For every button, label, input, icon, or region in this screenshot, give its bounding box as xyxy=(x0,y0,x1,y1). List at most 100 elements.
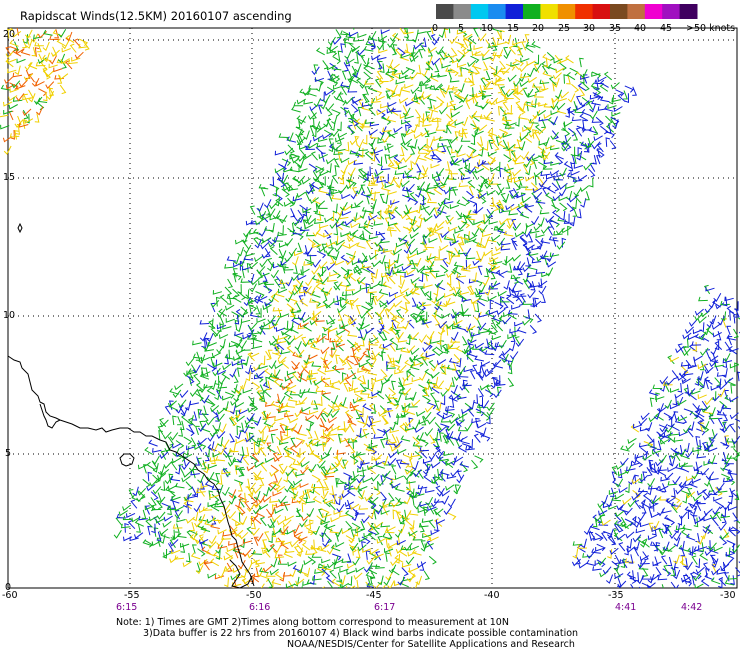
wind-barb xyxy=(511,240,517,251)
wind-barb xyxy=(436,335,442,346)
wind-barb xyxy=(573,187,582,197)
wind-barb xyxy=(229,433,235,443)
wind-barb xyxy=(546,174,556,180)
wind-barb xyxy=(316,441,327,446)
wind-barb xyxy=(309,519,314,530)
wind-barb xyxy=(429,267,440,273)
wind-barb xyxy=(331,425,341,432)
wind-barb xyxy=(526,121,535,131)
wind-barb xyxy=(366,556,375,565)
wind-barb xyxy=(483,61,489,71)
wind-barb xyxy=(536,240,544,250)
wind-barb xyxy=(421,67,429,77)
wind-barb xyxy=(695,533,700,543)
wind-barb xyxy=(320,417,325,428)
wind-barb xyxy=(580,75,590,80)
wind-barb xyxy=(324,447,332,457)
wind-barb xyxy=(271,482,281,490)
wind-barb xyxy=(697,394,707,400)
wind-barb xyxy=(394,263,404,269)
wind-barb xyxy=(350,103,359,113)
wind-barb xyxy=(394,369,404,375)
wind-barb xyxy=(711,352,717,362)
wind-barb xyxy=(490,265,501,272)
wind-barb xyxy=(403,43,409,54)
wind-barb xyxy=(680,465,690,473)
wind-barb xyxy=(214,375,220,386)
wind-barb xyxy=(5,58,14,68)
wind-barb xyxy=(376,109,386,116)
wind-barb xyxy=(25,39,33,49)
wind-barb xyxy=(331,578,341,587)
wind-barb xyxy=(616,503,626,511)
wind-barb xyxy=(156,511,166,520)
wind-barb xyxy=(164,475,173,485)
wind-barb xyxy=(409,72,419,81)
wind-barb xyxy=(311,474,321,483)
wind-barb xyxy=(239,466,245,477)
wind-barb xyxy=(437,117,442,128)
wind-barb xyxy=(335,477,340,488)
wind-barb xyxy=(625,483,630,494)
wind-barb xyxy=(541,293,546,303)
wind-barb xyxy=(638,442,649,448)
wind-barb xyxy=(357,328,363,338)
wind-barb xyxy=(328,138,334,148)
wind-barb xyxy=(733,328,739,339)
wind-barb xyxy=(366,186,372,196)
wind-barb xyxy=(352,397,363,404)
wind-barb xyxy=(422,344,432,353)
wind-barb xyxy=(331,174,339,184)
wind-barb xyxy=(452,286,458,296)
wind-barb xyxy=(178,427,184,437)
wind-barb xyxy=(0,124,10,130)
wind-barb xyxy=(315,82,322,92)
wind-barb xyxy=(373,486,382,496)
wind-barb xyxy=(548,76,557,86)
wind-barb xyxy=(685,533,696,541)
wind-barb xyxy=(631,477,641,485)
wind-barb xyxy=(353,37,363,42)
wind-barb xyxy=(23,73,33,82)
wind-barb xyxy=(263,388,272,398)
wind-barb xyxy=(371,418,382,424)
wind-barb xyxy=(215,382,223,393)
wind-barb xyxy=(49,55,57,65)
wind-barb xyxy=(333,282,342,291)
wind-barb xyxy=(367,500,377,509)
wind-barb xyxy=(655,412,664,421)
wind-barb xyxy=(335,354,340,365)
wind-barb xyxy=(401,128,410,138)
wind-barb xyxy=(684,338,689,348)
wind-barb xyxy=(459,461,470,468)
wind-barb xyxy=(225,563,235,571)
wind-barb xyxy=(330,410,340,419)
wind-barb xyxy=(329,528,340,534)
wind-barb xyxy=(353,267,363,274)
wind-barb xyxy=(416,154,427,161)
lat-tick-5: 5 xyxy=(5,448,11,459)
wind-barb xyxy=(195,351,201,361)
wind-barb xyxy=(427,99,433,109)
wind-barb xyxy=(492,41,498,51)
wind-barb xyxy=(501,67,511,76)
wind-barb xyxy=(466,96,476,103)
wind-barb xyxy=(559,91,570,99)
wind-barb xyxy=(364,80,375,85)
wind-barb xyxy=(374,521,384,529)
wind-barb xyxy=(266,421,276,430)
wind-barb xyxy=(389,33,399,42)
wind-barb xyxy=(626,466,636,472)
wind-barb xyxy=(431,461,441,469)
wind-barb xyxy=(620,445,630,452)
wind-barb xyxy=(390,246,397,256)
wind-barb xyxy=(357,168,365,178)
wind-barb xyxy=(283,445,293,454)
wind-barb xyxy=(337,151,343,162)
wind-barb xyxy=(642,492,652,502)
wind-barb xyxy=(529,283,540,288)
wind-barb xyxy=(614,493,625,500)
wind-barb xyxy=(391,380,396,391)
wind-barb xyxy=(431,477,441,485)
wind-barb xyxy=(507,263,513,273)
